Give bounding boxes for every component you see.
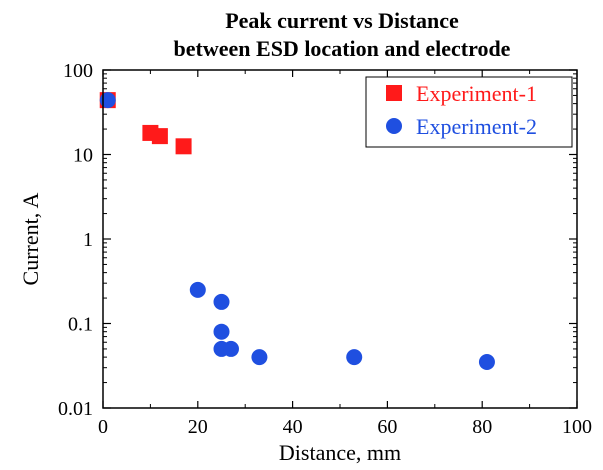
x-tick: 20	[188, 70, 208, 438]
y-tick-label: 0.1	[68, 314, 93, 336]
x-tick-label: 0	[98, 416, 108, 438]
x-tick: 80	[472, 70, 492, 438]
data-point-experiment-1	[151, 128, 168, 145]
chart-subtitle: between ESD location and electrode	[174, 36, 511, 61]
x-tick-label: 100	[562, 416, 592, 438]
y-axis-label: Current, A	[18, 192, 43, 285]
x-tick-label: 20	[188, 416, 208, 438]
data-point-experiment-1	[175, 138, 192, 155]
data-point-experiment-2	[478, 354, 495, 371]
legend: Experiment-1 Experiment-2	[365, 76, 573, 148]
data-point-experiment-2	[213, 293, 230, 310]
x-tick: 40	[283, 70, 303, 438]
plot-frame	[102, 69, 578, 409]
x-tick-label: 60	[377, 416, 397, 438]
data-point-experiment-2	[99, 92, 116, 109]
y-tick-label: 1	[83, 229, 93, 251]
y-tick: 0.1	[68, 314, 577, 336]
data-point-experiment-2	[346, 349, 363, 366]
data-point-experiment-2	[213, 323, 230, 340]
y-tick-label: 10	[73, 145, 93, 167]
x-tick-label: 80	[472, 416, 492, 438]
y-tick-label: 0.01	[58, 398, 93, 420]
data-point-experiment-2	[189, 281, 206, 298]
legend-marker-experiment-1	[386, 85, 402, 101]
y-tick: 1	[83, 229, 577, 251]
data-point-experiment-2	[251, 349, 268, 366]
x-tick-label: 40	[283, 416, 303, 438]
x-tick: 60	[377, 70, 397, 438]
x-axis-label: Distance, mm	[279, 440, 401, 465]
y-tick-label: 100	[63, 60, 93, 82]
legend-label-experiment-1: Experiment-1	[416, 81, 537, 106]
y-tick: 0.01	[58, 398, 577, 420]
legend-marker-experiment-2	[386, 118, 402, 134]
y-tick: 10	[73, 145, 577, 167]
legend-label-experiment-2: Experiment-2	[416, 114, 537, 139]
data-point-experiment-2	[222, 340, 239, 357]
chart-title: Peak current vs Distance	[225, 8, 459, 33]
